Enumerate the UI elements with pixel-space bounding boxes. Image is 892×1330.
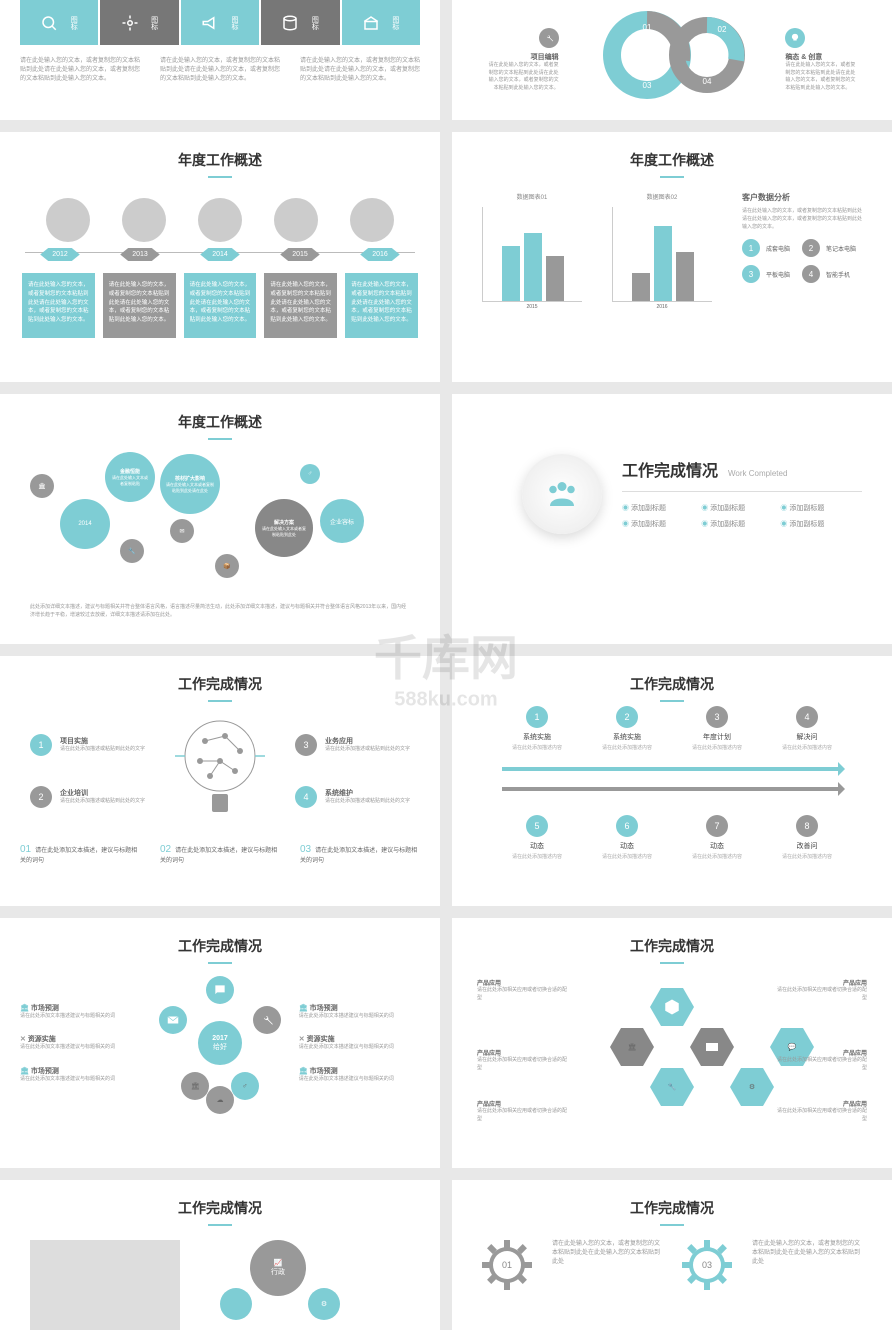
slide-timeline: 年度工作概述 2012 2013 2014 2015 2016 请在此处输入您的… [0, 132, 440, 382]
gear-icon: 01 [482, 1240, 532, 1290]
slide-title: 年度工作概述 [452, 132, 892, 182]
photo-circle [274, 198, 318, 242]
donut-left-label: 项目编辑 [489, 52, 559, 62]
donut-chart: 01 03 02 04 [592, 10, 752, 110]
side-panel: 客户数据分析 请在此处输入您的文本，或者复制您的文本粘贴到此处请在此处输入您的文… [742, 192, 862, 312]
svg-text:04: 04 [703, 77, 712, 86]
arrow-item: 图标 [100, 0, 178, 45]
slide-timeline-arrows: 工作完成情况 1系统实施请在此处添加描述内容 2系统实施请在此处添加描述内容 3… [452, 656, 892, 906]
slide-title: 工作完成情况 [0, 656, 440, 706]
mail-icon: ✉ [170, 519, 194, 543]
slide-bars: 年度工作概述 数据图表01 2015 数据图表02 2016 客户数据分析 请在… [452, 132, 892, 382]
section-links: 添加副标题添加副标题添加副标题 添加副标题添加副标题添加副标题 [622, 491, 862, 532]
desc-text: 请在此处输入您的文本，或者复制您的文本粘贴到此处请在此处输入您的文本，或者复制您… [300, 57, 420, 84]
bubble-label: 金融恒能请在此处输入文本或者复制粘贴 [105, 452, 155, 502]
lamp-icon [785, 28, 805, 48]
desc-box: 请在此处输入您的文本，或者复制您的文本粘贴到此处请在此处输入您的文本，或者复制您… [184, 273, 257, 338]
year-tag: 2015 [280, 248, 320, 261]
bubble-label: 企业容标 [320, 499, 364, 543]
slide-title: 工作完成情况 [452, 656, 892, 706]
desc-text: 请在此处输入您的文本，或者复制您的文本粘贴到此处请在此处输入您的文本，或者复制您… [20, 57, 140, 84]
slide-grid: 图标 图标 图标 图标 图标 请在此处输入您的文本，或者复制您的文本粘贴到此处请… [0, 0, 892, 1330]
male-icon: ♂ [231, 1072, 259, 1100]
photo-circle [46, 198, 90, 242]
hex-tool-icon: 🔧 [650, 1068, 694, 1106]
lightbulb-icon [175, 716, 265, 826]
section-title: 工作完成情况 [622, 463, 718, 480]
gear-icon: ⚙ [308, 1288, 340, 1320]
slide-hexagons: 工作完成情况 🏛 🔧 ⚙ 💬 产品应用请在此处添加相关应用或者切换合适的配型 产… [452, 918, 892, 1168]
photo-circle [122, 198, 166, 242]
tool-icon: 🔧 [120, 539, 144, 563]
desc-box: 请在此处输入您的文本，或者复制您的文本粘贴到此处请在此处输入您的文本，或者复制您… [264, 273, 337, 338]
hex-gear-icon: ⚙ [730, 1068, 774, 1106]
desc-box: 请在此处输入您的文本，或者复制您的文本粘贴到此处请在此处输入您的文本，或者复制您… [103, 273, 176, 338]
box-icon: 📦 [215, 554, 239, 578]
arrow-item: 图标 [20, 0, 98, 45]
bank-icon: 🏛 [181, 1072, 209, 1100]
bubble-label: 解决方案请在此处输入文本或者复制粘贴到此处 [255, 499, 313, 557]
slide-title: 工作完成情况 [0, 918, 440, 968]
cloud-icon: ☁ [206, 1086, 234, 1114]
tool-icon [539, 28, 559, 48]
svg-text:03: 03 [643, 81, 652, 90]
photo-circle [198, 198, 242, 242]
arrow-item: 图标 [261, 0, 339, 45]
orbit-circle [220, 1288, 252, 1320]
hex-bank-icon: 🏛 [610, 1028, 654, 1066]
year-tag: 2016 [360, 248, 400, 261]
timeline-arrow [502, 787, 842, 791]
bubble-label: 核材扩大影响请在此处输入文本或者复制粘贴到此处请在此处 [160, 454, 220, 514]
svg-text:01: 01 [643, 23, 652, 32]
arrow-item: 图标 [181, 0, 259, 45]
male-icon: ♂ [300, 464, 320, 484]
svg-text:02: 02 [718, 25, 727, 34]
desc-text: 请在此处输入您的文本，或者复制您的文本粘贴到此处请在此处输入您的文本，或者复制您… [160, 57, 280, 84]
section-subtitle: Work Completed [728, 469, 787, 478]
radial-center: 2017给好 [198, 1021, 242, 1065]
bar-chart-2: 数据图表02 2016 [612, 192, 712, 312]
bar-chart-1: 数据图表01 2015 [482, 192, 582, 312]
year-tag: 2014 [200, 248, 240, 261]
year-tag: 2013 [120, 248, 160, 261]
slide-title: 年度工作概述 [0, 394, 440, 444]
timeline-arrow [502, 767, 842, 771]
slide-radial: 工作完成情况 🏛 市场预测请在此处添加文本描述建议与标题相关的词 ✕ 资源实施请… [0, 918, 440, 1168]
slide-donut: 项目编辑 请在此处输入您的文本，或者复制您的文本粘贴到此处请在此处输入您的文本，… [452, 0, 892, 120]
arrow-item: 图标 [342, 0, 420, 45]
slide-lightbulb: 工作完成情况 1项目实施请在此处添加描述或粘贴到此处的文字 2企业培训请在此处添… [0, 656, 440, 906]
photo-placeholder [30, 1240, 180, 1330]
slide-section: 工作完成情况 Work Completed 添加副标题添加副标题添加副标题 添加… [452, 394, 892, 644]
center-circle: 📈行政 [250, 1240, 306, 1296]
year-bubble: 2014 [60, 499, 110, 549]
mail-icon [159, 1006, 187, 1034]
footer-text: 此处添加详细文本描述，建议与标题相关并符合整体语言风格，语言描述尽量简洁生动，此… [0, 604, 440, 619]
slide-people: 工作完成情况 📈行政 ⚙ [0, 1180, 440, 1330]
slide-bubbles: 年度工作概述 🏛 2014 金融恒能请在此处输入文本或者复制粘贴 🔧 核材扩大影… [0, 394, 440, 644]
slide-arrows: 图标 图标 图标 图标 图标 请在此处输入您的文本，或者复制您的文本粘贴到此处请… [0, 0, 440, 120]
year-tag: 2012 [40, 248, 80, 261]
desc-box: 请在此处输入您的文本，或者复制您的文本粘贴到此处请在此处输入您的文本，或者复制您… [345, 273, 418, 338]
donut-right-label: 稿态 & 创意 [785, 52, 855, 62]
photo-circle [350, 198, 394, 242]
slide-gears: 工作完成情况 01 请在此处输入您的文本，或者复制您的文本粘贴到此处在此处输入您… [452, 1180, 892, 1330]
tool-icon [253, 1006, 281, 1034]
slide-title: 工作完成情况 [452, 1180, 892, 1230]
slide-title: 工作完成情况 [0, 1180, 440, 1230]
chat-icon [206, 976, 234, 1004]
desc-box: 请在此处输入您的文本，或者复制您的文本粘贴到此处请在此处输入您的文本，或者复制您… [22, 273, 95, 338]
hex-box-icon [650, 988, 694, 1026]
slide-title: 年度工作概述 [0, 132, 440, 182]
gear-icon: 03 [682, 1240, 732, 1290]
hex-mail-icon [690, 1028, 734, 1066]
slide-title: 工作完成情况 [452, 918, 892, 968]
bank-icon: 🏛 [30, 474, 54, 498]
section-icon [522, 454, 602, 534]
